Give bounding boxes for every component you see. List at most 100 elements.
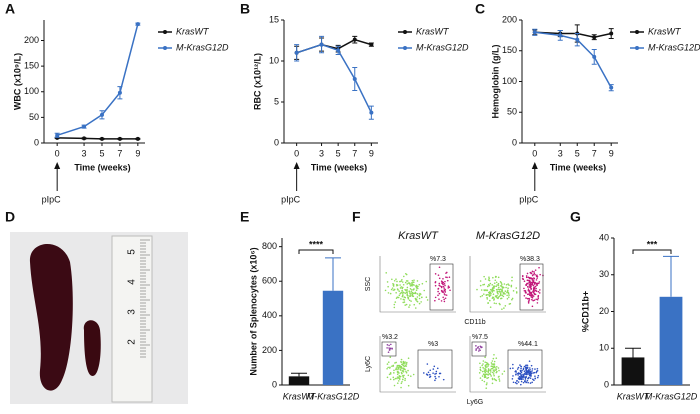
- flow-dot: [502, 286, 505, 289]
- flow-dot: [486, 296, 488, 299]
- flow-dot: [481, 364, 483, 367]
- flow-dot: [395, 361, 397, 364]
- y-tick-label: 600: [262, 276, 277, 286]
- flow-dot: [495, 368, 497, 370]
- flow-dot: [538, 292, 541, 294]
- flow-dot: [414, 292, 416, 295]
- flow-dot: [433, 365, 436, 368]
- flow-dot: [485, 366, 487, 368]
- flow-dot: [488, 299, 491, 302]
- flow-dot: [492, 363, 494, 365]
- x-tick-label: 5: [99, 148, 104, 158]
- legend-label: KrasWT: [416, 26, 450, 36]
- column-header: KrasWT: [398, 230, 439, 242]
- flow-dot: [395, 367, 398, 369]
- flow-dot: [503, 283, 506, 285]
- flow-dot: [499, 280, 502, 283]
- flow-dot: [527, 370, 530, 373]
- flow-dot: [496, 291, 498, 293]
- point: [135, 136, 140, 141]
- flow-dot: [522, 373, 524, 376]
- flow-dot: [501, 308, 503, 310]
- flow-dot: [536, 367, 539, 370]
- flow-dot: [407, 282, 410, 284]
- flow-dot: [489, 373, 492, 376]
- flow-dot: [484, 361, 486, 363]
- flow-dot: [389, 292, 392, 295]
- flow-dot: [496, 284, 498, 286]
- flow-dot: [533, 272, 536, 275]
- point: [99, 136, 104, 141]
- flow-dot: [532, 284, 535, 287]
- flow-dot: [485, 361, 488, 364]
- point: [82, 136, 87, 141]
- flow-dot: [489, 288, 492, 291]
- y-tick-label: 0: [604, 379, 609, 389]
- flow-dot: [523, 294, 526, 297]
- flow-dot: [496, 297, 499, 299]
- flow-dot: [437, 294, 439, 297]
- flow-dot: [434, 280, 437, 283]
- flow-dot: [442, 378, 445, 381]
- y-tick-label: 0: [272, 379, 277, 389]
- flow-dot: [525, 276, 528, 279]
- flow-dot: [535, 290, 538, 292]
- flow-dot: [389, 372, 392, 374]
- flow-dot: [494, 295, 497, 298]
- flow-dot: [396, 382, 399, 384]
- flow-dot: [524, 378, 527, 380]
- flow-dot: [393, 279, 396, 282]
- flow-dot: [529, 382, 532, 384]
- flow-dot: [492, 357, 495, 360]
- panel-label: B: [240, 1, 250, 17]
- flow-dot: [482, 293, 485, 295]
- flow-dot: [410, 300, 412, 302]
- flow-dot: [503, 307, 505, 309]
- flow-gate-label: %44.1: [518, 341, 538, 348]
- flow-dot: [441, 290, 443, 293]
- error-bar: [625, 347, 641, 358]
- flow-dot: [502, 293, 505, 295]
- flow-dot: [402, 370, 405, 373]
- point: [369, 110, 374, 115]
- flow-dot: [521, 274, 524, 277]
- y-tick-label: 400: [262, 310, 277, 320]
- flow-dot: [523, 287, 525, 290]
- flow-x-label: Ly6G: [467, 399, 483, 406]
- flow-dot: [449, 289, 451, 292]
- flow-dot: [511, 276, 513, 279]
- y-tick-label: 10: [269, 55, 279, 65]
- flow-dot: [395, 283, 398, 286]
- flow-dot: [536, 275, 539, 278]
- flow-y-label: Ly6C: [365, 356, 372, 372]
- flow-dot: [412, 292, 415, 295]
- point: [99, 112, 104, 117]
- flow-dot: [539, 289, 541, 291]
- flow-dot: [489, 371, 492, 373]
- point: [294, 50, 299, 55]
- flow-dot: [498, 291, 501, 293]
- flow-dot: [537, 290, 540, 293]
- flow-dot: [532, 290, 535, 292]
- legend-marker: [403, 46, 407, 50]
- flow-dot: [443, 283, 446, 285]
- flow-dot: [389, 348, 391, 350]
- flow-dot: [512, 381, 515, 384]
- flow-dot: [397, 377, 400, 379]
- photo: [10, 232, 188, 404]
- y-tick-label: 40: [599, 232, 609, 242]
- flow-dot: [536, 283, 538, 285]
- flow-dot: [481, 294, 484, 297]
- flow-dot: [527, 377, 530, 379]
- flow-dot: [407, 357, 410, 360]
- flow-dot: [434, 273, 437, 275]
- flow-dot: [421, 296, 423, 299]
- point: [369, 42, 374, 47]
- flow-dot: [396, 377, 398, 380]
- flow-dot: [415, 289, 418, 292]
- flow-dot: [531, 298, 533, 301]
- flow-dot: [533, 379, 535, 382]
- flow-dot: [483, 283, 486, 286]
- flow-dot: [480, 289, 483, 291]
- x-axis-label: Time (weeks): [550, 162, 606, 172]
